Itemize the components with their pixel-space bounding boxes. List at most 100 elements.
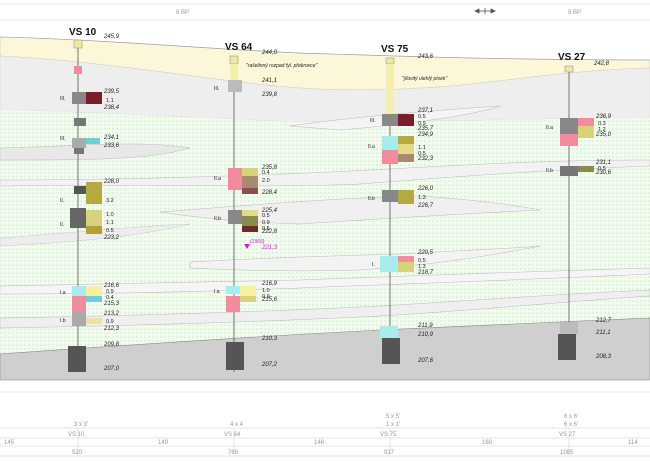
svg-text:234,9: 234,9 bbox=[417, 132, 434, 138]
svg-text:242,8: 242,8 bbox=[593, 61, 610, 67]
svg-text:239,5: 239,5 bbox=[103, 89, 120, 95]
svg-text:I.b: I.b bbox=[60, 318, 66, 324]
svg-text:238,4: 238,4 bbox=[103, 105, 120, 111]
svg-text:245,9: 245,9 bbox=[103, 34, 120, 40]
svg-text:5 x 5': 5 x 5' bbox=[386, 414, 400, 420]
svg-text:237,1: 237,1 bbox=[417, 108, 433, 114]
svg-text:226,0: 226,0 bbox=[417, 186, 434, 192]
svg-text:II.a: II.a bbox=[214, 176, 221, 182]
svg-text:II.b: II.b bbox=[214, 216, 221, 222]
svg-text:207,2: 207,2 bbox=[261, 362, 278, 368]
borehole-title: VS 75 bbox=[381, 44, 409, 55]
svg-text:235,8: 235,8 bbox=[261, 165, 278, 171]
svg-text:232,3: 232,3 bbox=[417, 156, 434, 162]
svg-text:1.0: 1.0 bbox=[106, 212, 114, 218]
clay-lens bbox=[0, 143, 191, 161]
svg-text:215,6: 215,6 bbox=[261, 297, 278, 303]
svg-text:II.: II. bbox=[60, 222, 64, 228]
svg-text:1.2: 1.2 bbox=[598, 127, 606, 133]
svg-text:6 x 6': 6 x 6' bbox=[564, 414, 578, 420]
double-arrow-icon bbox=[474, 8, 496, 14]
svg-text:168: 168 bbox=[482, 440, 493, 446]
svg-text:149: 149 bbox=[158, 440, 169, 446]
svg-text:223,2: 223,2 bbox=[103, 235, 120, 241]
svg-text:0.9: 0.9 bbox=[106, 289, 114, 295]
borehole-vs27[interactable]: VS 27 242,8 236,9 235,0 231,1 230,6 212,… bbox=[546, 52, 612, 360]
svg-text:235,0: 235,0 bbox=[595, 132, 612, 138]
svg-text:209,8: 209,8 bbox=[103, 342, 120, 348]
svg-text:(1960): (1960) bbox=[250, 239, 265, 245]
clay-lens bbox=[0, 223, 191, 247]
svg-text:230,6: 230,6 bbox=[595, 170, 612, 176]
svg-text:243,6: 243,6 bbox=[417, 54, 434, 60]
svg-text:220,5: 220,5 bbox=[417, 250, 434, 256]
svg-text:228,4: 228,4 bbox=[261, 190, 278, 196]
svg-text:210,3: 210,3 bbox=[261, 336, 278, 342]
svg-text:6 x 6': 6 x 6' bbox=[564, 422, 578, 428]
clay-band bbox=[0, 267, 650, 295]
svg-text:3 x 3': 3 x 3' bbox=[74, 422, 88, 428]
svg-text:917: 917 bbox=[384, 450, 395, 456]
svg-text:114: 114 bbox=[628, 440, 638, 446]
svg-text:0.5: 0.5 bbox=[106, 228, 114, 234]
svg-text:215,3: 215,3 bbox=[103, 301, 120, 307]
header-right-label: 9 BP bbox=[568, 10, 581, 16]
svg-text:VS 27: VS 27 bbox=[559, 432, 576, 438]
svg-text:0.5: 0.5 bbox=[418, 114, 426, 120]
svg-text:II.b: II.b bbox=[546, 168, 553, 174]
svg-text:216,6: 216,6 bbox=[103, 283, 120, 289]
svg-text:221,3: 221,3 bbox=[261, 245, 278, 251]
svg-text:212,7: 212,7 bbox=[595, 318, 612, 324]
borehole-title: VS 64 bbox=[225, 42, 253, 53]
svg-text:I.: I. bbox=[372, 262, 375, 268]
svg-text:1.3: 1.3 bbox=[418, 195, 426, 201]
svg-text:0.3: 0.3 bbox=[598, 121, 606, 127]
svg-text:0.5: 0.5 bbox=[262, 226, 270, 232]
borehole-vs75[interactable]: VS 75 243,6 237,1 235,7 234,9 232,3 226,… bbox=[368, 44, 447, 364]
svg-text:769: 769 bbox=[228, 450, 239, 456]
svg-text:239,8: 239,8 bbox=[261, 92, 278, 98]
svg-text:0.9: 0.9 bbox=[262, 294, 270, 300]
svg-text:520: 520 bbox=[72, 450, 83, 456]
svg-text:212,3: 212,3 bbox=[103, 326, 120, 332]
svg-text:I.a: I.a bbox=[214, 289, 220, 295]
svg-text:0.5: 0.5 bbox=[418, 151, 426, 157]
svg-text:I.a: I.a bbox=[60, 290, 66, 296]
clay-band bbox=[0, 289, 650, 329]
svg-text:225,4: 225,4 bbox=[261, 208, 278, 214]
svg-text:II.b: II.b bbox=[368, 196, 375, 202]
svg-text:146: 146 bbox=[314, 440, 325, 446]
svg-text:3.2: 3.2 bbox=[106, 198, 114, 204]
clay-lens bbox=[189, 245, 541, 272]
svg-text:218,7: 218,7 bbox=[417, 270, 434, 276]
borehole-vs64[interactable]: VS 64 244,0 241,1 239,8 235,8 228,4 225,… bbox=[214, 42, 318, 372]
svg-text:145: 145 bbox=[4, 440, 15, 446]
water-level-icon bbox=[244, 244, 250, 249]
svg-text:0.5: 0.5 bbox=[418, 258, 426, 264]
svg-text:1.1: 1.1 bbox=[106, 220, 114, 226]
svg-text:"rašelinný rozpad fyl. překrov: "rašelinný rozpad fyl. překrovce" bbox=[246, 63, 318, 69]
borehole-title: VS 10 bbox=[69, 27, 97, 38]
svg-text:222,8: 222,8 bbox=[261, 229, 278, 235]
svg-text:III.: III. bbox=[60, 96, 66, 102]
svg-text:236,9: 236,9 bbox=[595, 114, 612, 120]
svg-text:1.0: 1.0 bbox=[262, 288, 270, 294]
svg-text:208,3: 208,3 bbox=[595, 354, 612, 360]
svg-text:4 x 4: 4 x 4 bbox=[230, 422, 244, 428]
svg-text:0.9: 0.9 bbox=[418, 121, 426, 127]
svg-text:0.5: 0.5 bbox=[598, 166, 606, 172]
svg-text:II.: II. bbox=[60, 198, 64, 204]
svg-text:213,2: 213,2 bbox=[103, 311, 120, 317]
svg-text:1.1: 1.1 bbox=[418, 145, 426, 151]
svg-text:211,9: 211,9 bbox=[417, 323, 433, 329]
ground-surface-line bbox=[0, 36, 650, 61]
svg-text:II.a: II.a bbox=[546, 125, 553, 131]
svg-text:210,9: 210,9 bbox=[417, 332, 434, 338]
svg-text:III.: III. bbox=[60, 136, 66, 142]
borehole-title: VS 27 bbox=[558, 52, 586, 63]
svg-text:III.: III. bbox=[214, 86, 220, 92]
borehole-vs10[interactable]: VS 10 245,9 239,5 238,4 234,1 233,6 228,… bbox=[60, 27, 120, 372]
svg-text:211,1: 211,1 bbox=[595, 330, 611, 336]
svg-text:231,1: 231,1 bbox=[595, 160, 611, 166]
